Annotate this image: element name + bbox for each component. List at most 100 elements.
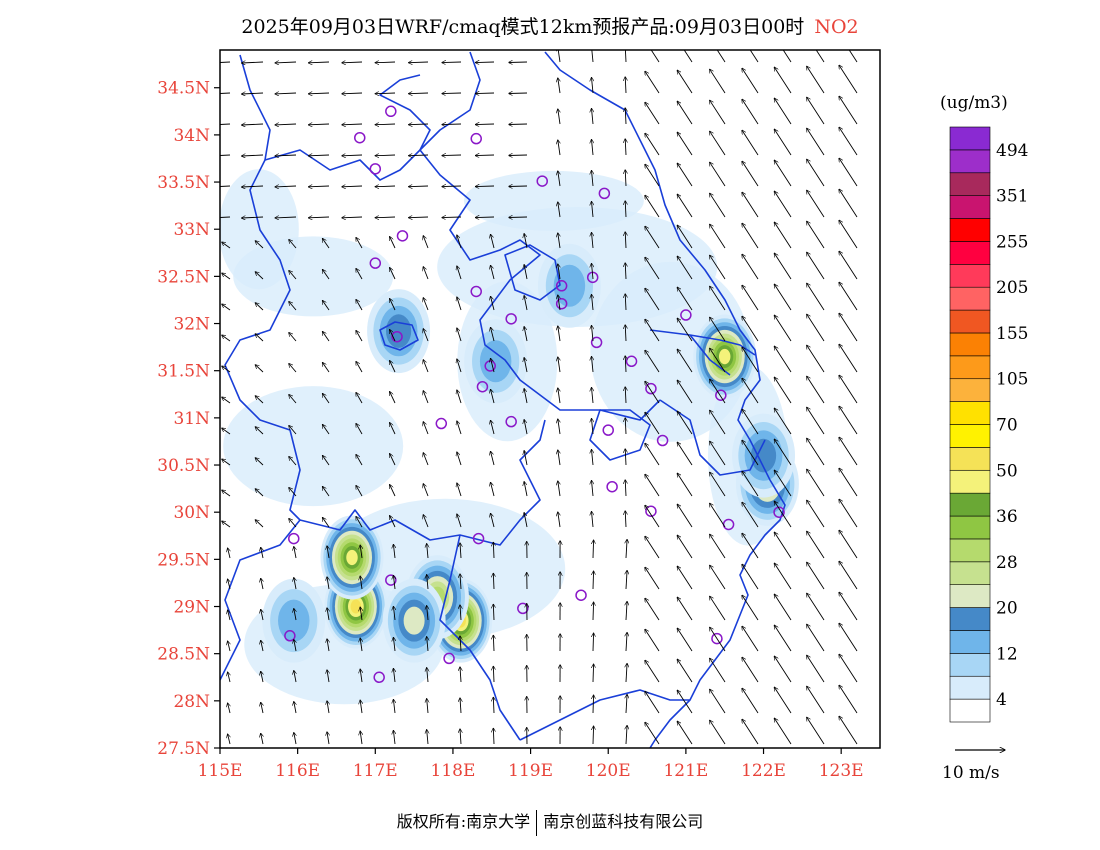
wind-vector [356,516,363,528]
lon-tick-label: 122E [741,761,786,781]
wind-vector [839,623,858,652]
wind-vector [558,481,560,497]
wind-vector [457,452,462,466]
wind-vector [645,443,660,466]
wind-vector [289,488,297,497]
station-marker [656,434,669,447]
wind-vector [460,636,461,652]
colorbar-cell [949,538,991,563]
wind-vector [839,127,858,156]
shanghai-border [659,399,766,476]
wind-vector [591,511,593,528]
wind-vector [677,411,693,435]
wind-vector [774,532,792,559]
wind-vector [625,356,626,373]
wind-vector [774,718,792,745]
wind-vector [493,635,494,652]
station-marker [369,257,382,269]
wind-vector [839,499,858,528]
wind-vector [222,459,231,466]
wind-vector [360,731,362,745]
wind-vector [222,397,231,404]
wind-vector [356,299,363,311]
station-marker [711,632,723,645]
wind-vector [677,473,693,497]
wind-vector [493,573,494,590]
wind-vector [342,217,363,218]
wind-vector [625,108,626,125]
wind-vector [710,503,726,528]
wind-vector [442,124,462,125]
wind-vector [774,563,792,590]
wind-vector [710,286,726,311]
wind-vector [677,628,693,652]
wind-vector [839,158,858,187]
wind-vector [807,314,825,342]
wind-vector [839,313,858,342]
wind-vector [356,485,363,497]
colorbar-cell [949,424,991,448]
wind-vector [645,71,660,94]
wind-vector [710,224,726,249]
wind-vector [593,540,594,559]
wind-vector [677,504,693,528]
wind-vector [742,347,759,373]
wind-vector [839,344,858,373]
wind-vector [390,516,396,528]
wind-vector [839,654,858,683]
wind-vector [242,62,264,63]
wind-vector [524,296,528,311]
wind-vector [261,547,263,559]
wind-vector [490,420,495,435]
station-marker [645,382,657,395]
wind-vector [591,170,593,187]
wind-vector [645,660,660,683]
wind-vector [625,325,626,342]
wind-vector [261,609,263,621]
wind-vector [710,565,726,590]
wind-vector [375,93,396,94]
henan-anhui-border [239,54,431,181]
wind-vector [409,62,429,63]
wind-vector [375,155,396,156]
lat-tick-label: 30.5N [157,456,210,476]
wind-vector [393,544,395,559]
wind-vector [677,597,693,621]
wind-vector [558,264,560,280]
station-marker [435,417,448,430]
wind-vector [591,77,593,94]
wind-vector [375,124,396,125]
wind-vector [677,287,693,311]
station-marker [385,574,397,586]
zhejiang-jiangxi-border [439,534,521,741]
no2-contour [385,314,412,348]
wind-vector [409,124,429,125]
wind-vector [524,482,528,497]
wind-vector [782,50,792,63]
wind-vector [228,672,230,683]
colorbar-cell [949,698,991,723]
wind-vector [591,108,593,125]
wind-vector [742,99,759,125]
wind-vector [490,389,495,404]
no2-contour [479,340,512,383]
wind-vector [625,201,626,218]
wind-vector [650,50,660,63]
chaohu-lake [379,321,419,351]
wind-vector [774,98,792,125]
wind-vector [222,242,231,249]
wind-vector [427,606,428,621]
wind-vector [220,123,231,125]
wind-vector [493,542,494,559]
wind-vector [558,202,560,218]
wind-vector [322,424,330,435]
lat-tick-label: 32N [173,315,210,335]
colorbar-unit: (ug/m3) [940,93,1008,113]
wind-vectors [220,50,858,745]
colorbar-cell [949,218,991,242]
wind-vector [591,139,593,156]
colorbar-label: 12 [996,644,1018,664]
lat-tick-label: 33N [173,220,210,240]
colorbar-cell [949,561,991,585]
